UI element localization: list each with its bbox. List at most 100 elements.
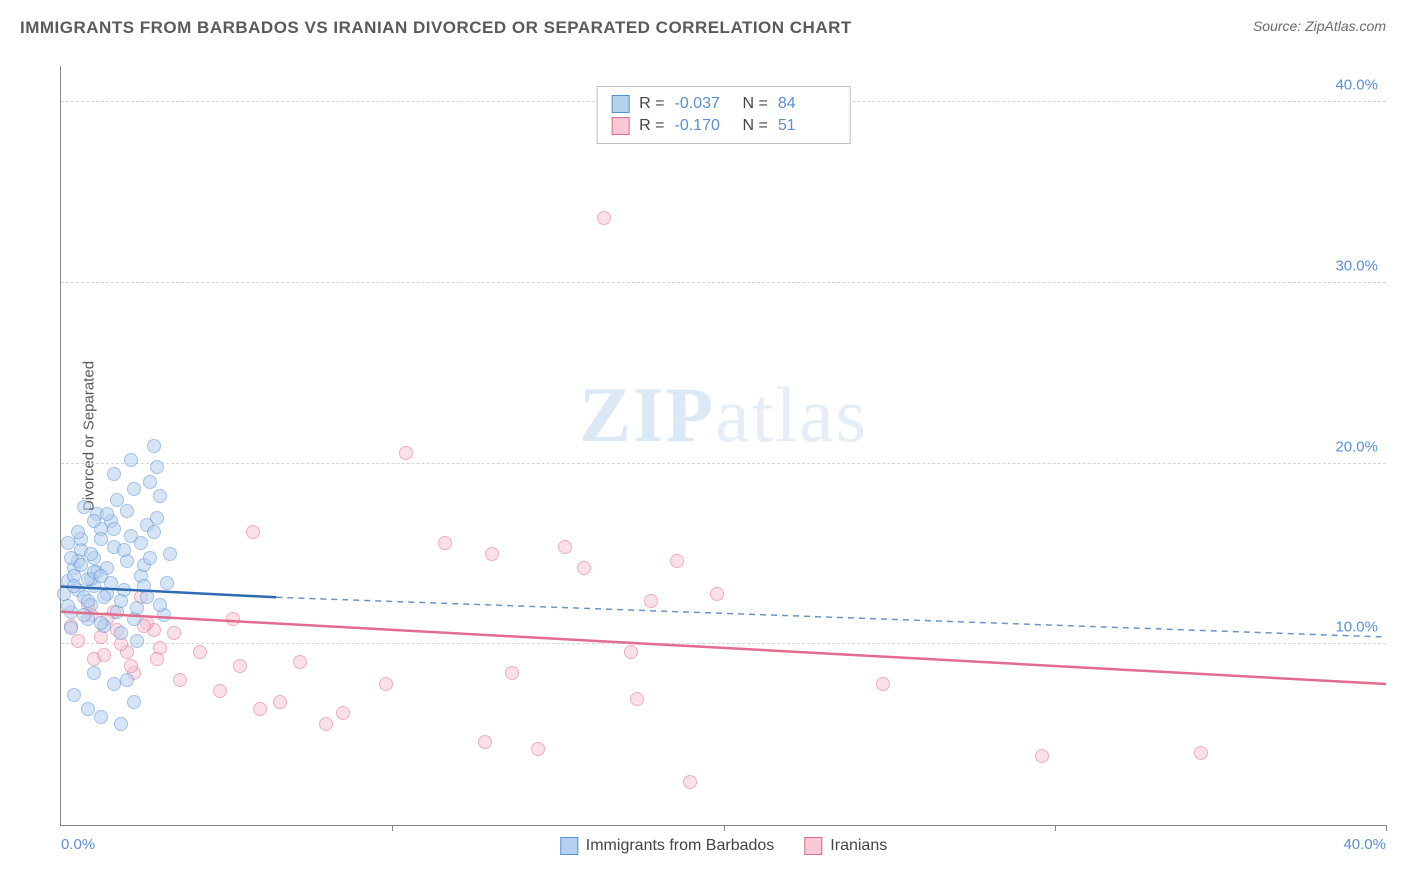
scatter-point-barbados — [127, 482, 141, 496]
scatter-point-barbados — [67, 688, 81, 702]
scatter-point-barbados — [143, 475, 157, 489]
y-tick-label: 40.0% — [1335, 77, 1378, 94]
scatter-point-iranians — [319, 717, 333, 731]
scatter-point-barbados — [124, 453, 138, 467]
scatter-point-iranians — [97, 648, 111, 662]
scatter-point-iranians — [1035, 749, 1049, 763]
source-attribution: Source: ZipAtlas.com — [1253, 18, 1386, 34]
legend-item-barbados: Immigrants from Barbados — [560, 837, 775, 855]
gridline — [61, 463, 1386, 464]
scatter-point-iranians — [710, 587, 724, 601]
scatter-point-iranians — [246, 525, 260, 539]
stats-row-iranians: R = -0.170 N = 51 — [611, 115, 836, 137]
scatter-point-barbados — [150, 460, 164, 474]
scatter-point-iranians — [336, 706, 350, 720]
x-tick — [1386, 825, 1387, 831]
scatter-point-barbados — [117, 543, 131, 557]
stats-row-barbados: R = -0.037 N = 84 — [611, 93, 836, 115]
scatter-point-iranians — [173, 673, 187, 687]
scatter-point-iranians — [233, 659, 247, 673]
swatch-barbados — [611, 95, 629, 113]
scatter-point-iranians — [577, 561, 591, 575]
scatter-point-barbados — [94, 532, 108, 546]
scatter-point-iranians — [193, 645, 207, 659]
n-value: 84 — [778, 95, 836, 113]
scatter-point-iranians — [531, 742, 545, 756]
scatter-point-barbados — [147, 525, 161, 539]
scatter-point-barbados — [64, 621, 78, 635]
swatch-iranians — [611, 117, 629, 135]
scatter-point-barbados — [120, 504, 134, 518]
scatter-point-barbados — [120, 673, 134, 687]
scatter-point-barbados — [134, 536, 148, 550]
legend-item-iranians: Iranians — [804, 837, 887, 855]
scatter-point-iranians — [1194, 746, 1208, 760]
n-label: N = — [743, 117, 768, 135]
x-tick — [392, 825, 393, 831]
scatter-point-barbados — [61, 599, 75, 613]
scatter-point-barbados — [77, 608, 91, 622]
x-tick — [724, 825, 725, 831]
y-tick-label: 10.0% — [1335, 619, 1378, 636]
scatter-point-iranians — [670, 554, 684, 568]
scatter-point-iranians — [293, 655, 307, 669]
scatter-point-barbados — [97, 590, 111, 604]
scatter-point-iranians — [438, 536, 452, 550]
scatter-point-barbados — [114, 717, 128, 731]
r-value: -0.170 — [675, 117, 733, 135]
scatter-point-barbados — [84, 547, 98, 561]
scatter-point-barbados — [160, 576, 174, 590]
legend-swatch-iranians — [804, 837, 822, 855]
n-label: N = — [743, 95, 768, 113]
scatter-point-iranians — [478, 735, 492, 749]
scatter-point-barbados — [87, 514, 101, 528]
scatter-point-iranians — [379, 677, 393, 691]
scatter-point-barbados — [94, 710, 108, 724]
gridline — [61, 282, 1386, 283]
scatter-point-barbados — [143, 551, 157, 565]
scatter-point-barbados — [114, 626, 128, 640]
scatter-point-barbados — [114, 594, 128, 608]
scatter-point-iranians — [213, 684, 227, 698]
legend-swatch-barbados — [560, 837, 578, 855]
n-value: 51 — [778, 117, 836, 135]
scatter-point-barbados — [67, 579, 81, 593]
r-label: R = — [639, 95, 664, 113]
scatter-point-barbados — [163, 547, 177, 561]
scatter-point-iranians — [485, 547, 499, 561]
source-name: ZipAtlas.com — [1305, 18, 1386, 34]
scatter-point-barbados — [147, 439, 161, 453]
watermark-light: atlas — [715, 371, 868, 458]
scatter-point-barbados — [71, 525, 85, 539]
r-label: R = — [639, 117, 664, 135]
scatter-point-iranians — [71, 634, 85, 648]
scatter-point-barbados — [77, 500, 91, 514]
gridline — [61, 643, 1386, 644]
x-tick — [1055, 825, 1056, 831]
scatter-point-barbados — [127, 695, 141, 709]
scatter-point-iranians — [124, 659, 138, 673]
scatter-point-barbados — [81, 702, 95, 716]
scatter-point-iranians — [624, 645, 638, 659]
r-value: -0.037 — [675, 95, 733, 113]
scatter-point-barbados — [153, 489, 167, 503]
scatter-point-barbados — [130, 601, 144, 615]
scatter-point-barbados — [100, 507, 114, 521]
scatter-point-barbados — [130, 634, 144, 648]
scatter-point-barbados — [94, 569, 108, 583]
scatter-point-iranians — [683, 775, 697, 789]
y-tick-label: 30.0% — [1335, 257, 1378, 274]
scatter-point-iranians — [273, 695, 287, 709]
scatter-point-barbados — [107, 677, 121, 691]
plot-area: ZIPatlas R =-0.037N =84R =-0.170N =51 Im… — [60, 66, 1386, 826]
scatter-point-barbados — [150, 511, 164, 525]
scatter-point-barbados — [81, 594, 95, 608]
source-prefix: Source: — [1253, 18, 1305, 34]
correlation-stats-box: R = -0.037 N = 84 R = -0.170 N = 51 — [596, 86, 851, 144]
legend-label: Immigrants from Barbados — [586, 837, 775, 855]
scatter-point-iranians — [226, 612, 240, 626]
scatter-point-barbados — [107, 522, 121, 536]
scatter-point-barbados — [107, 467, 121, 481]
watermark: ZIPatlas — [579, 370, 868, 460]
scatter-point-iranians — [644, 594, 658, 608]
